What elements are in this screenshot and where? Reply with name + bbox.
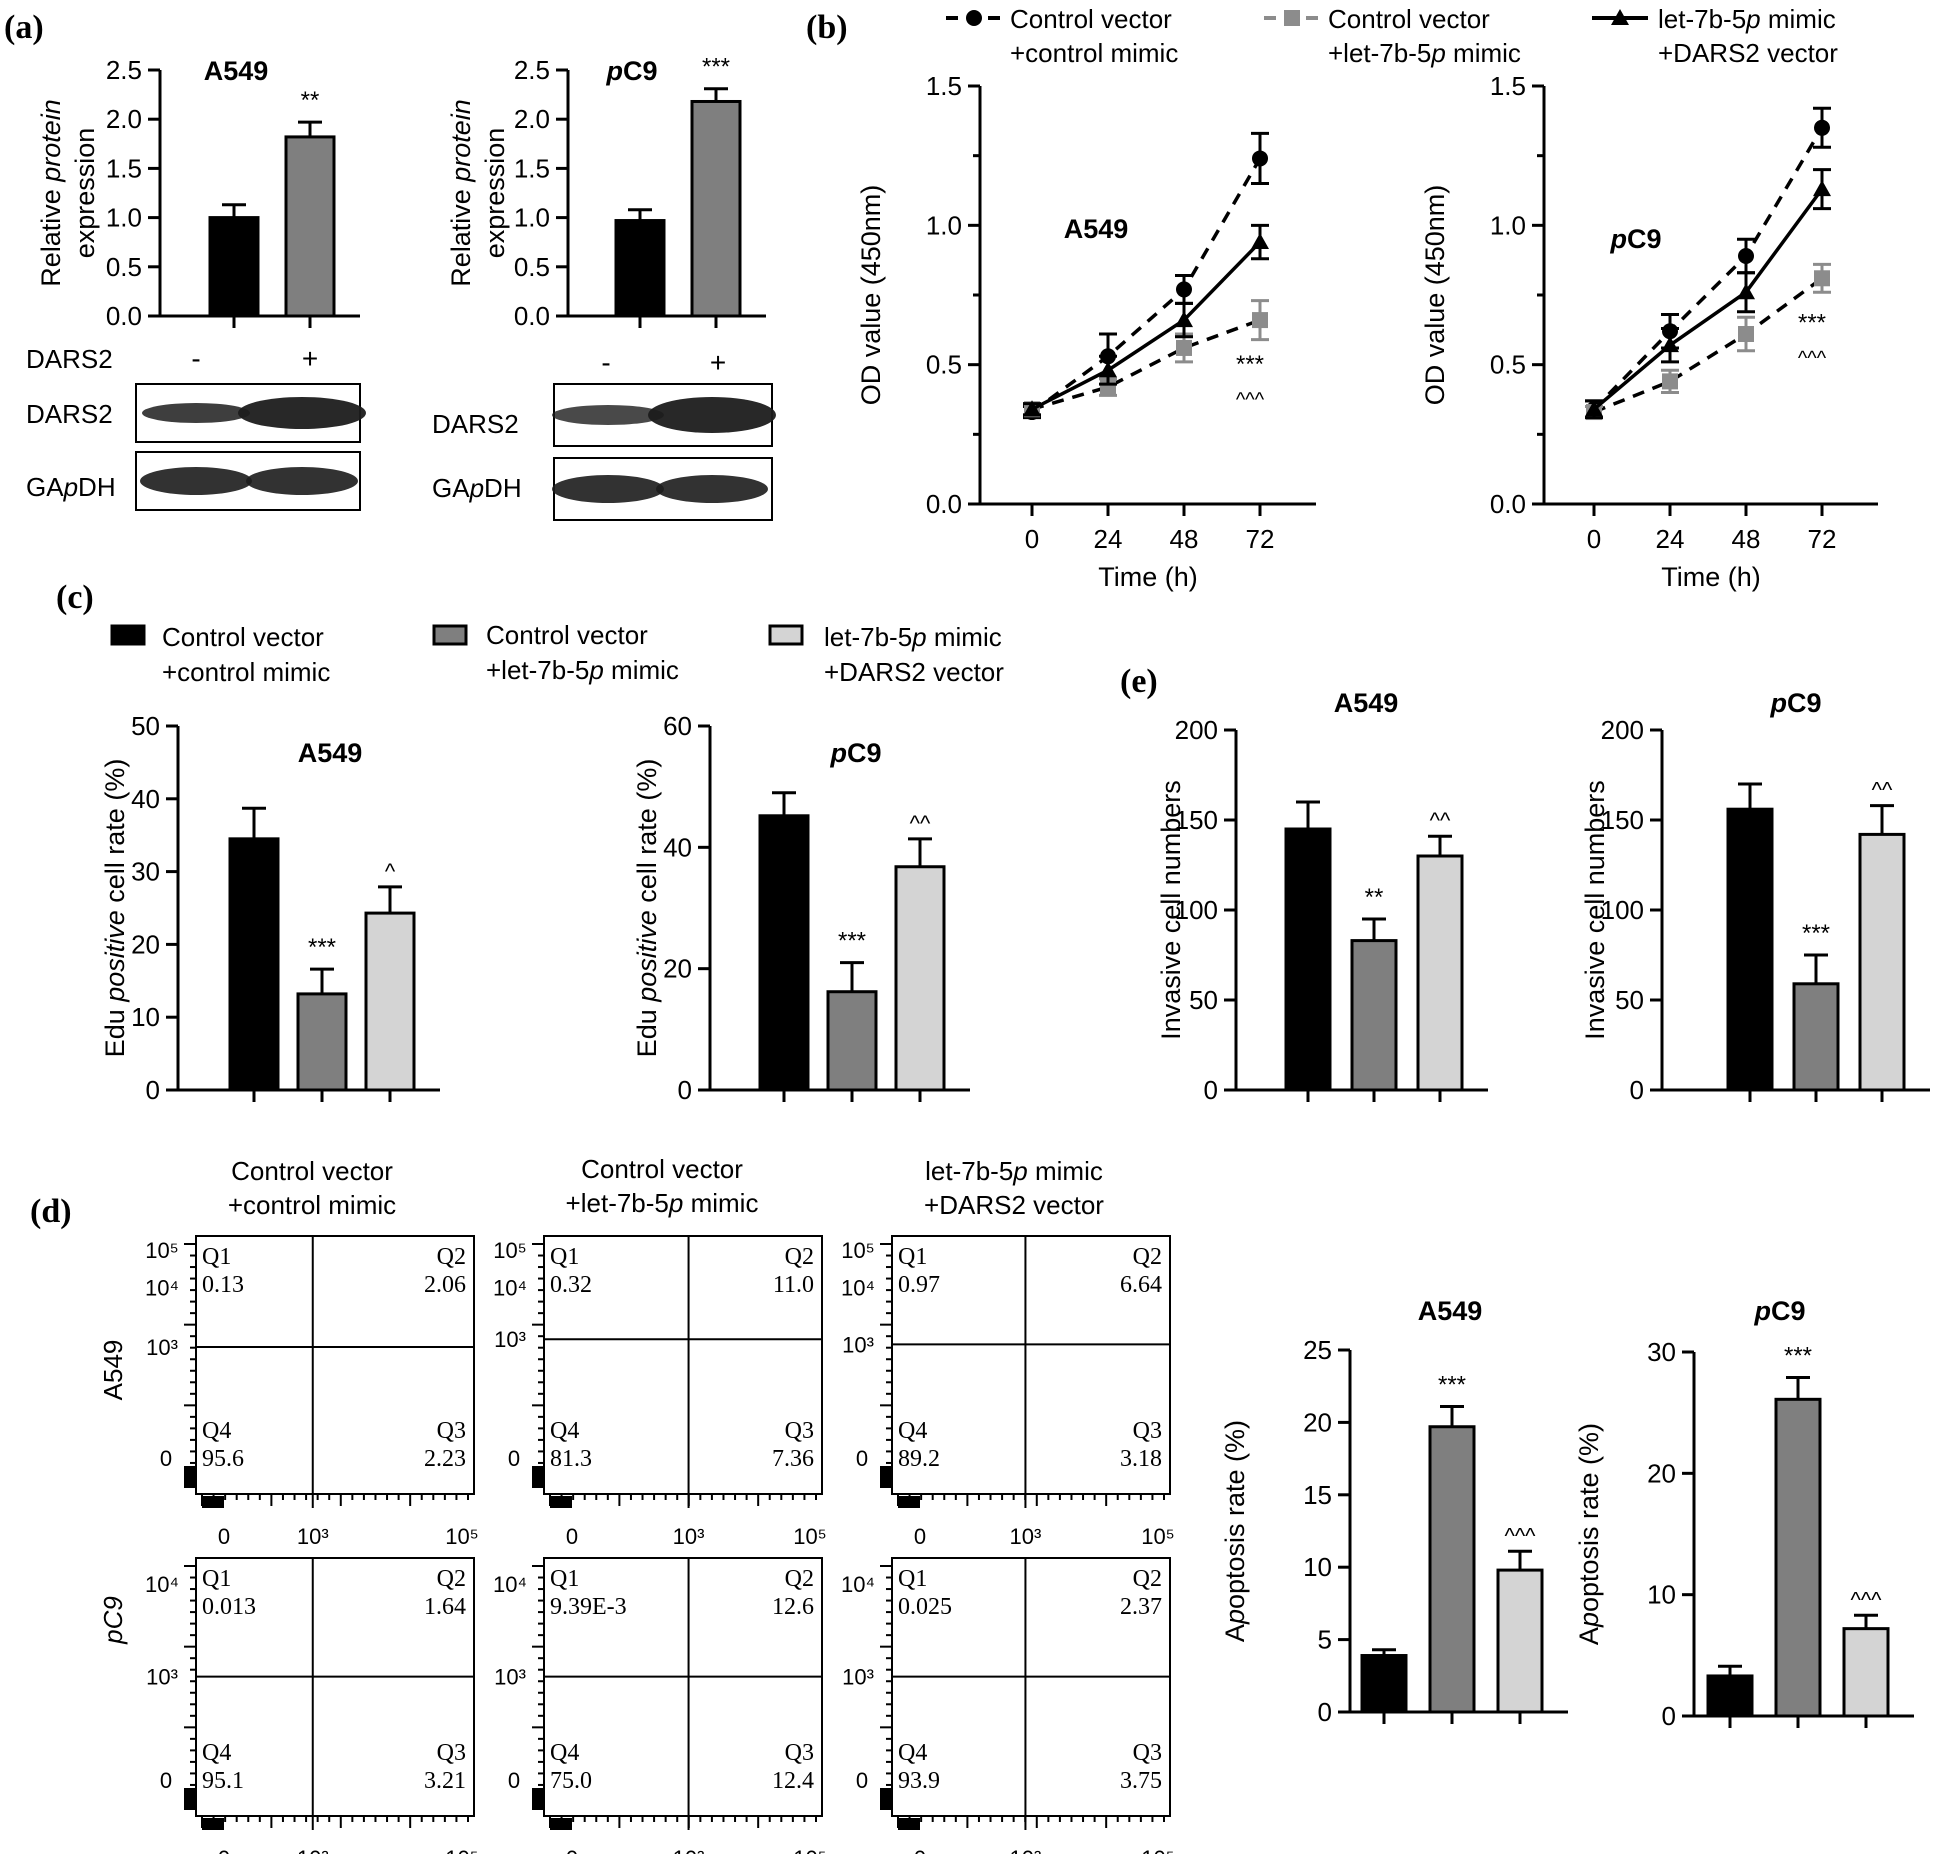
figure-canvas: 0.00.51.01.52.02.5**A549Relative protein… [4,4,1930,1854]
